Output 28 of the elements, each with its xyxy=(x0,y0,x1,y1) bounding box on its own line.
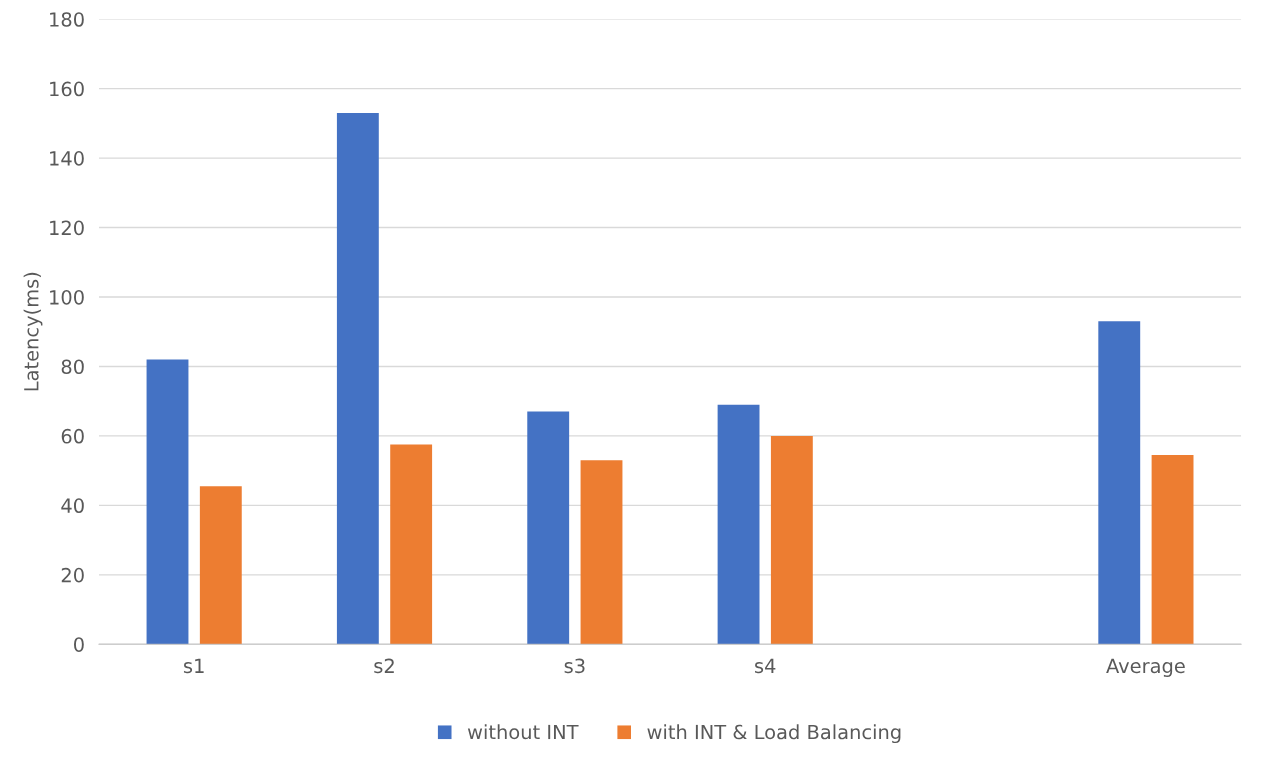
y-tick-label: 140 xyxy=(50,151,84,166)
bar xyxy=(199,486,242,645)
legend-label: without INT xyxy=(467,724,579,740)
bar xyxy=(770,435,813,645)
y-tick-label: 160 xyxy=(50,81,84,97)
y-tick-label: 20 xyxy=(61,567,84,583)
bar xyxy=(527,411,570,645)
bar xyxy=(1098,321,1141,645)
x-tick-label: s1 xyxy=(183,658,204,674)
bar xyxy=(336,112,379,645)
x-tick-label: s2 xyxy=(374,658,394,674)
legend-label: with INT & Load Balancing xyxy=(647,724,901,744)
y-tick-label: 40 xyxy=(61,498,84,514)
y-tick-label: 180 xyxy=(50,12,84,27)
y-axis-title: Latency(ms) xyxy=(23,272,43,391)
bar xyxy=(717,404,760,645)
y-tick-label: 80 xyxy=(61,359,84,375)
y-tick-label: 60 xyxy=(61,428,84,444)
x-tick-label: s4 xyxy=(755,658,776,674)
y-tick-label: 120 xyxy=(50,220,84,236)
x-tick-label: s3 xyxy=(564,658,585,674)
bar xyxy=(1151,455,1194,645)
y-tick-label: 0 xyxy=(74,637,84,652)
bar xyxy=(580,460,623,645)
bar xyxy=(390,444,433,645)
y-tick-label: 100 xyxy=(50,289,84,305)
bar xyxy=(146,359,189,645)
x-tick-label: Average xyxy=(1106,658,1185,677)
